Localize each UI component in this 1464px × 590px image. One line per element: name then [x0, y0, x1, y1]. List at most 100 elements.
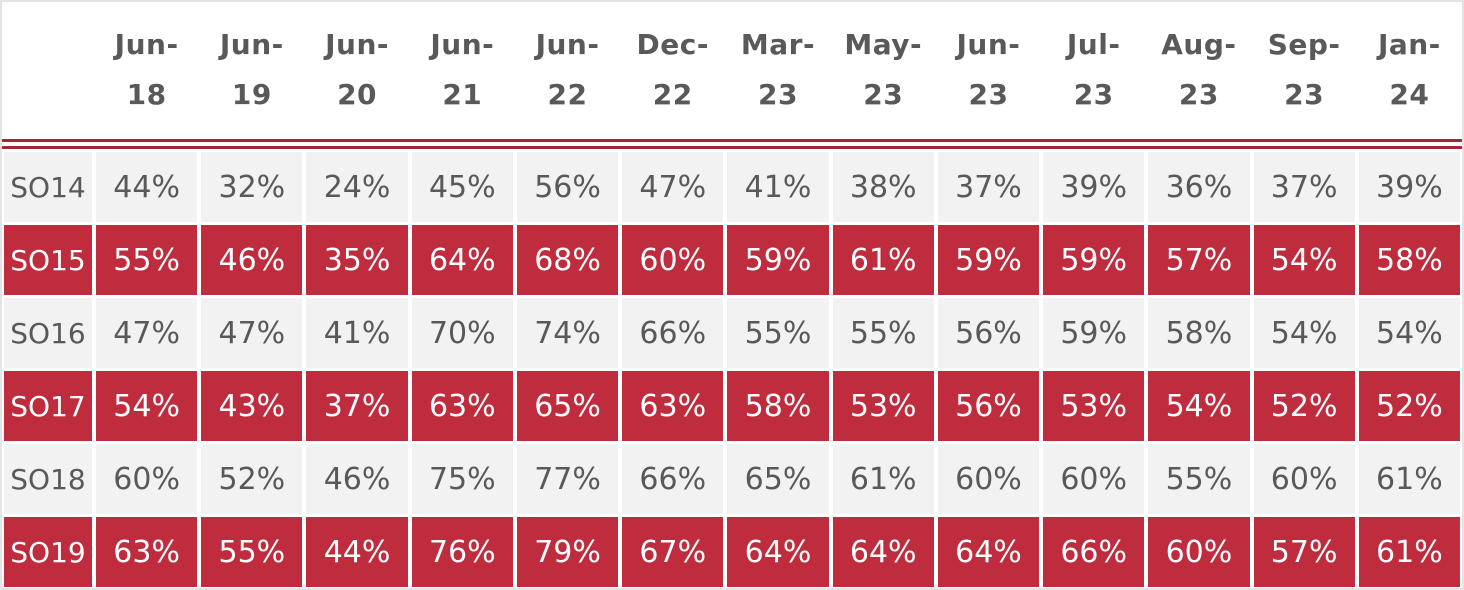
data-cell: 35% — [306, 225, 408, 295]
row-label: SO14 — [4, 152, 92, 222]
column-header-month: Dec- — [636, 27, 709, 61]
column-header-month: Jun- — [325, 27, 390, 61]
data-cell: 65% — [516, 371, 619, 441]
data-cell: 66% — [622, 298, 724, 368]
column-header-month: Jun- — [535, 27, 600, 61]
data-cell: 52% — [1253, 371, 1355, 441]
column-header: Mar- 23 — [727, 2, 829, 136]
data-cell: 39% — [1358, 152, 1460, 222]
data-cell: 56% — [516, 152, 619, 222]
column-header-month: Jun- — [114, 27, 179, 61]
data-cell: 37% — [306, 371, 408, 441]
data-cell: 60% — [1148, 517, 1250, 587]
data-cell: 55% — [96, 225, 198, 295]
data-cell: 46% — [201, 225, 303, 295]
data-cell: 44% — [306, 517, 408, 587]
column-header-year: 23 — [968, 77, 1009, 111]
data-cell: 54% — [96, 371, 198, 441]
data-cell: 60% — [937, 444, 1040, 514]
data-cell: 61% — [1358, 517, 1460, 587]
data-cell: 65% — [727, 444, 829, 514]
data-cell: 47% — [96, 298, 198, 368]
column-header-year: 21 — [442, 77, 483, 111]
data-cell: 59% — [1043, 298, 1145, 368]
data-cell: 46% — [306, 444, 408, 514]
data-cell: 41% — [727, 152, 829, 222]
data-cell: 75% — [411, 444, 513, 514]
column-header: Jun- 18 — [96, 2, 198, 136]
column-header-month: Jun- — [430, 27, 495, 61]
column-header-month: May- — [844, 27, 923, 61]
data-cell: 64% — [937, 517, 1040, 587]
row-label: SO17 — [4, 371, 92, 441]
data-cell: 76% — [411, 517, 513, 587]
data-cell: 47% — [622, 152, 724, 222]
corner-cell — [4, 2, 92, 136]
column-header-year: 23 — [863, 77, 904, 111]
data-cell: 60% — [1043, 444, 1145, 514]
data-cell: 57% — [1148, 225, 1250, 295]
data-cell: 60% — [96, 444, 198, 514]
data-cell: 58% — [1148, 298, 1250, 368]
column-header-year: 23 — [758, 77, 798, 111]
data-cell: 44% — [96, 152, 198, 222]
data-cell: 77% — [516, 444, 619, 514]
data-cell: 64% — [727, 517, 829, 587]
data-cell: 41% — [306, 298, 408, 368]
data-cell: 79% — [516, 517, 619, 587]
data-cell: 38% — [832, 152, 934, 222]
data-cell: 55% — [201, 517, 303, 587]
header-separator-double-rule — [2, 139, 1462, 149]
column-header: Jan- 24 — [1358, 2, 1460, 136]
data-cell: 56% — [937, 298, 1040, 368]
column-header-year: 19 — [231, 77, 272, 111]
data-cell: 55% — [727, 298, 829, 368]
data-cell: 67% — [622, 517, 724, 587]
data-cell: 54% — [1253, 225, 1355, 295]
data-cell: 66% — [1043, 517, 1145, 587]
data-cell: 32% — [201, 152, 303, 222]
data-cell: 37% — [937, 152, 1040, 222]
column-header-year: 22 — [652, 77, 693, 111]
data-cell: 39% — [1043, 152, 1145, 222]
column-header: Jun- 23 — [937, 2, 1040, 136]
data-cell: 63% — [96, 517, 198, 587]
data-cell: 54% — [1358, 298, 1460, 368]
column-header-month: Sep- — [1267, 27, 1341, 61]
data-cell: 55% — [1148, 444, 1250, 514]
data-cell: 74% — [516, 298, 619, 368]
data-cell: 59% — [727, 225, 829, 295]
column-header-month: Aug- — [1161, 27, 1237, 61]
data-cell: 54% — [1148, 371, 1250, 441]
data-cell: 61% — [832, 444, 934, 514]
data-cell: 63% — [622, 371, 724, 441]
data-cell: 47% — [201, 298, 303, 368]
data-cell: 53% — [832, 371, 934, 441]
data-cell: 56% — [937, 371, 1040, 441]
column-header-month: Jun- — [956, 27, 1021, 61]
column-header-year: 20 — [337, 77, 378, 111]
data-cell: 58% — [727, 371, 829, 441]
data-cell: 61% — [832, 225, 934, 295]
column-header-year: 18 — [126, 77, 167, 111]
column-header: Jun- 21 — [411, 2, 513, 136]
column-header: Jul- 23 — [1043, 2, 1145, 136]
data-cell: 60% — [622, 225, 724, 295]
row-label: SO18 — [4, 444, 92, 514]
data-cell: 37% — [1253, 152, 1355, 222]
data-cell: 52% — [201, 444, 303, 514]
column-header-month: Jun- — [219, 27, 284, 61]
column-header-month: Mar- — [740, 27, 816, 61]
data-cell: 58% — [1358, 225, 1460, 295]
data-cell: 64% — [411, 225, 513, 295]
data-cell: 61% — [1358, 444, 1460, 514]
row-label: SO19 — [4, 517, 92, 587]
column-header: Dec- 22 — [622, 2, 724, 136]
column-header: Jun- 19 — [201, 2, 303, 136]
row-label: SO16 — [4, 298, 92, 368]
data-cell: 59% — [1043, 225, 1145, 295]
data-cell: 52% — [1358, 371, 1460, 441]
column-header: May- 23 — [832, 2, 934, 136]
